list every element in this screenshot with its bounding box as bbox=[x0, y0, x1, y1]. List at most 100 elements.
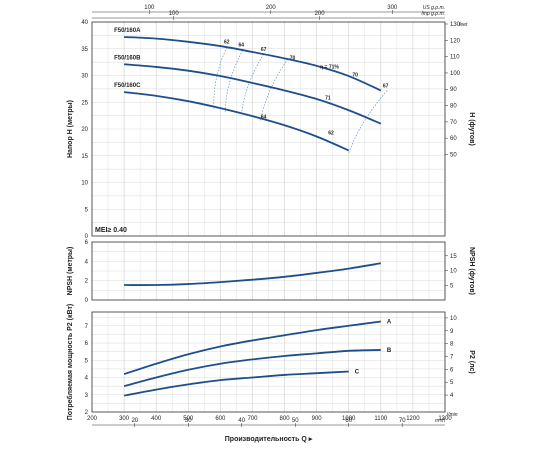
efficiency-label: 62 bbox=[224, 39, 230, 45]
x-axis-title: Производительность Q ▸ bbox=[225, 436, 313, 443]
efficiency-isoline bbox=[240, 54, 264, 117]
x-tick-label: 1200 bbox=[406, 416, 420, 422]
x-tick-label: 500 bbox=[183, 416, 194, 422]
right-tick-label-npsh: 5 bbox=[450, 283, 454, 289]
y-tick-label-power: 3 bbox=[85, 393, 89, 399]
y-tick-label-power: 7 bbox=[85, 324, 89, 330]
right-tick-label-head: 110 bbox=[450, 55, 460, 61]
right-axis-title-npsh: NPSH (футов) bbox=[468, 247, 475, 295]
mei-annotation: MEI≥ 0.40 bbox=[95, 227, 127, 234]
power-curve-B bbox=[123, 349, 381, 388]
y-tick-label-npsh: 4 bbox=[85, 259, 89, 265]
efficiency-label: 70 bbox=[352, 73, 358, 79]
right-tick-label-power: 8 bbox=[450, 342, 454, 348]
y-axis-title-head: Напор H (метры) bbox=[67, 100, 74, 158]
efficiency-isoline bbox=[260, 58, 289, 122]
x-tick-label: 1300 bbox=[438, 416, 452, 422]
right-tick-label-head: 130 bbox=[450, 22, 461, 28]
y-tick-label-head: 25 bbox=[81, 100, 88, 106]
efficiency-isoline bbox=[348, 90, 388, 154]
right-tick-label-npsh: 15 bbox=[450, 254, 457, 260]
x-tick-label: 400 bbox=[151, 416, 162, 422]
grid-layer bbox=[91, 21, 446, 413]
x-unit-lmin: l/min bbox=[447, 412, 458, 418]
power-curve-label: B bbox=[387, 348, 392, 354]
bottom-tick-label-m3h: 60 bbox=[345, 418, 352, 424]
right-unit-head: feet bbox=[459, 22, 468, 28]
head-curve-F50/160A bbox=[124, 36, 382, 92]
y-tick-label-power: 2 bbox=[85, 410, 89, 416]
right-tick-label-power: 4 bbox=[450, 393, 454, 399]
panel-frame-head bbox=[91, 21, 446, 237]
x-tick-label: 1100 bbox=[374, 416, 388, 422]
npsh-curve bbox=[124, 262, 381, 286]
efficiency-isoline bbox=[224, 50, 244, 113]
top-unit-us: US g.p.m. bbox=[423, 5, 445, 11]
bottom-tick-label-m3h: 50 bbox=[292, 418, 299, 424]
right-tick-label-head: 80 bbox=[450, 104, 457, 110]
right-tick-label-power: 5 bbox=[450, 380, 454, 386]
y-tick-label-head: 10 bbox=[81, 181, 88, 187]
frame-layer bbox=[91, 10, 448, 427]
right-tick-label-head: 60 bbox=[450, 136, 457, 142]
x-tick-label: 600 bbox=[215, 416, 226, 422]
bottom-tick-label-m3h: 20 bbox=[131, 418, 138, 424]
efficiency-label: 64 bbox=[238, 43, 244, 49]
panel-frame-npsh bbox=[91, 241, 446, 301]
bottom-unit-m3h: m³/h bbox=[435, 418, 445, 424]
right-tick-label-head: 100 bbox=[450, 71, 461, 77]
y-tick-label-npsh: 6 bbox=[85, 240, 89, 246]
efficiency-label: 71 bbox=[325, 96, 331, 102]
top-unit-imp: Imp g.p.m. bbox=[421, 11, 445, 17]
top-tick-label-imp: 100 bbox=[169, 11, 180, 17]
bottom-tick-label-m3h: 70 bbox=[399, 418, 406, 424]
right-axis-title-head: H (футов) bbox=[468, 112, 475, 146]
curve-layer bbox=[123, 36, 388, 397]
y-tick-label-power: 5 bbox=[85, 358, 89, 364]
y-tick-label-power: 6 bbox=[85, 341, 89, 347]
text-layer: 0510152025303540024623456750607080901001… bbox=[66, 5, 475, 443]
efficiency-label: η = 71% bbox=[320, 65, 339, 71]
efficiency-label: 64 bbox=[261, 114, 267, 120]
efficiency-label: 67 bbox=[383, 83, 389, 89]
head-curve-label: F50/160C bbox=[114, 83, 141, 89]
y-tick-label-head: 20 bbox=[81, 127, 88, 133]
x-tick-label: 800 bbox=[280, 416, 291, 422]
bottom-tick-label-m3h: 40 bbox=[238, 418, 245, 424]
y-tick-label-head: 40 bbox=[81, 20, 88, 26]
x-tick-label: 200 bbox=[87, 416, 98, 422]
head-curve-label: F50/160B bbox=[114, 55, 141, 61]
y-axis-title-npsh: NPSH (метры) bbox=[67, 247, 74, 296]
right-tick-label-head: 120 bbox=[450, 38, 461, 44]
right-tick-label-head: 70 bbox=[450, 120, 457, 126]
right-tick-label-head: 90 bbox=[450, 87, 457, 93]
efficiency-label: 70 bbox=[290, 55, 296, 61]
y-axis-title-power: Потребляемая мощность P2 (кВт) bbox=[66, 304, 74, 420]
right-axis-title-power: P2 (лс) bbox=[468, 350, 475, 373]
efficiency-isoline bbox=[213, 47, 228, 110]
right-tick-label-power: 9 bbox=[450, 329, 454, 335]
panel-frame-power bbox=[91, 311, 446, 413]
y-tick-label-head: 0 bbox=[85, 234, 89, 240]
top-tick-label-imp: 200 bbox=[315, 11, 326, 17]
power-curve-A bbox=[123, 320, 381, 375]
power-curve-label: C bbox=[355, 369, 360, 375]
head-curve-label: F50/160A bbox=[114, 28, 141, 34]
right-tick-label-power: 6 bbox=[450, 367, 454, 373]
top-tick-label-us: 100 bbox=[144, 5, 155, 11]
y-tick-label-npsh: 0 bbox=[85, 298, 89, 304]
y-tick-label-head: 30 bbox=[81, 74, 88, 80]
bottom-tick-label-m3h: 30 bbox=[185, 418, 192, 424]
power-curve-label: A bbox=[387, 319, 392, 325]
y-tick-label-head: 15 bbox=[81, 154, 88, 160]
x-tick-label: 300 bbox=[119, 416, 130, 422]
x-tick-label: 900 bbox=[312, 416, 323, 422]
top-tick-label-us: 300 bbox=[387, 5, 398, 11]
x-tick-label: 700 bbox=[247, 416, 258, 422]
head-curve-F50/160C bbox=[123, 91, 350, 152]
y-tick-label-head: 5 bbox=[85, 207, 89, 213]
right-tick-label-head: 50 bbox=[450, 152, 457, 158]
y-tick-label-power: 4 bbox=[85, 376, 89, 382]
power-curve-C bbox=[123, 370, 349, 397]
